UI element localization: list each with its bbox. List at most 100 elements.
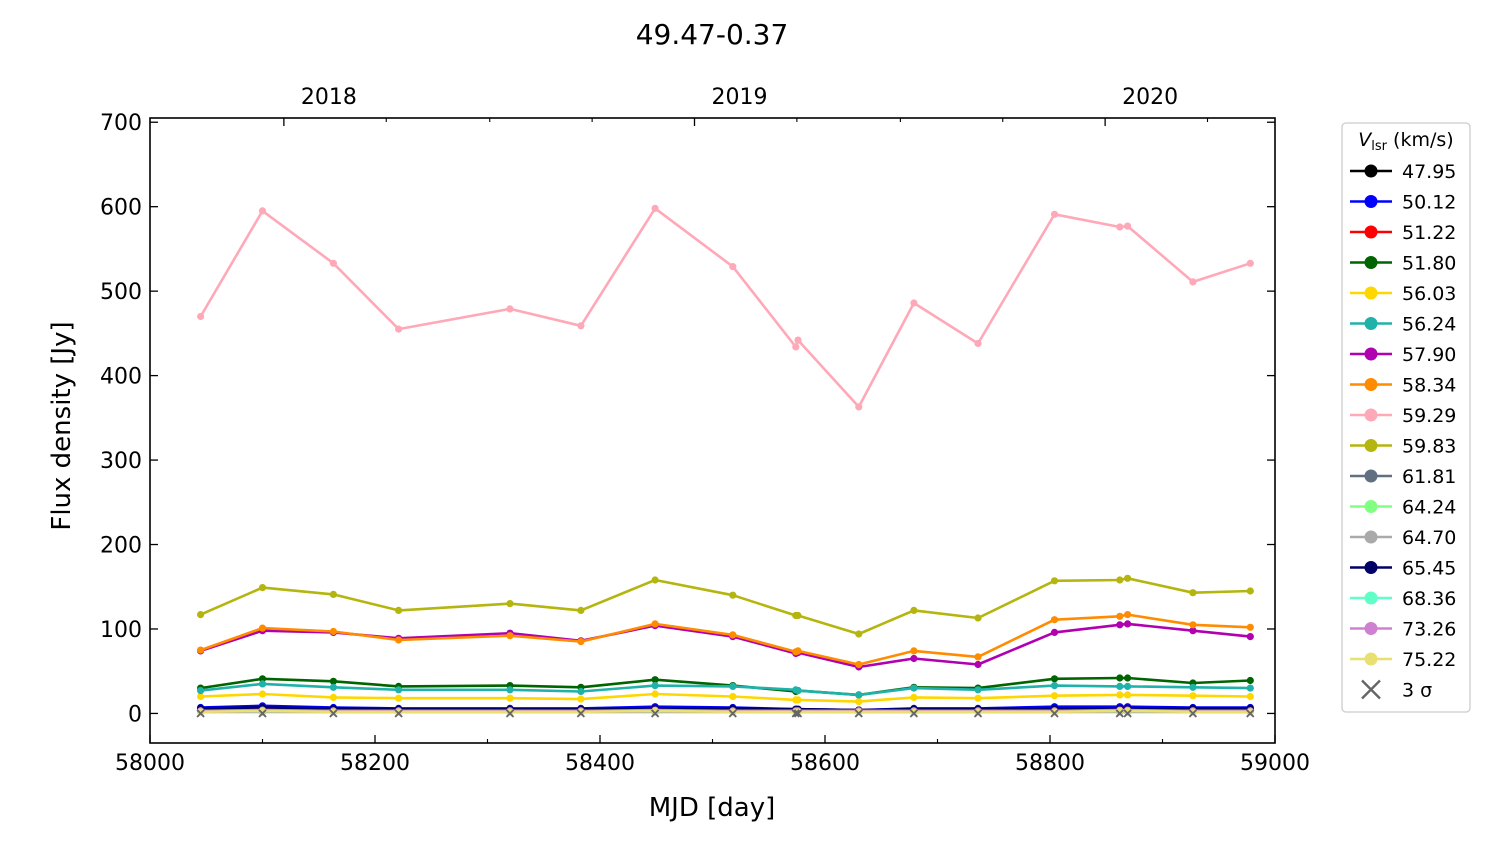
data-point [794, 696, 802, 704]
legend-label: 64.24 [1402, 497, 1456, 519]
legend-label: 64.70 [1402, 527, 1456, 549]
data-point [1050, 210, 1059, 218]
series-56-24 [197, 680, 1254, 699]
legend-marker [1364, 408, 1378, 422]
y-axis-label: Flux density [Jy] [47, 321, 77, 530]
data-point [1189, 278, 1197, 286]
sigma-marker [854, 709, 863, 718]
data-point [395, 694, 403, 702]
data-point [329, 259, 337, 267]
legend-label: 61.81 [1402, 466, 1456, 488]
data-point [794, 687, 802, 695]
top-year-label: 2020 [1122, 85, 1178, 110]
data-point [1246, 676, 1254, 685]
data-point [910, 299, 918, 307]
series-line [199, 207, 1251, 409]
y-tick-label: 400 [100, 365, 142, 390]
data-point [1246, 623, 1254, 631]
data-point [258, 207, 267, 215]
legend-label: 68.36 [1402, 588, 1456, 610]
data-point [1050, 708, 1059, 716]
legend-label: 75.22 [1402, 649, 1456, 671]
data-point [1050, 577, 1059, 585]
series-3-sigma [196, 709, 1255, 718]
y-tick-label: 200 [100, 534, 142, 559]
data-point [258, 680, 267, 688]
data-point [1050, 616, 1059, 624]
series-line [200, 682, 1251, 697]
series-line [200, 576, 1251, 636]
data-point [855, 660, 863, 669]
legend-label: 51.80 [1402, 253, 1456, 275]
legend-label: 56.24 [1402, 314, 1456, 336]
sigma-marker [1115, 709, 1124, 718]
data-point [1189, 692, 1197, 700]
data-point [974, 614, 982, 622]
data-point [1116, 621, 1124, 629]
plot-frame [149, 117, 1276, 744]
axes-ticks: 58000 58200 58400 58600 58800 59000 0 100 200 300… [100, 85, 1310, 776]
legend-label: 51.22 [1402, 222, 1456, 244]
legend-marker [1364, 652, 1378, 666]
data-point [1124, 222, 1132, 230]
legend-marker [1364, 225, 1378, 239]
data-point [651, 576, 659, 584]
data-point [1246, 259, 1254, 267]
y-tick-label: 600 [100, 196, 142, 221]
data-point [729, 708, 737, 716]
legend-marker [1364, 317, 1378, 330]
legend-marker [1364, 622, 1378, 635]
data-point [1050, 692, 1059, 700]
top-year-label: 2019 [712, 85, 768, 110]
data-point [1116, 674, 1124, 682]
x-tick-label: 58200 [340, 751, 410, 776]
legend-marker [1364, 286, 1378, 300]
legend-marker [1364, 591, 1378, 605]
data-point [794, 336, 802, 344]
y-tick-label: 700 [100, 111, 142, 136]
series-56-03 [197, 690, 1254, 706]
data-point [258, 584, 267, 592]
data-point [506, 708, 514, 716]
legend-marker [1364, 347, 1378, 361]
sigma-marker [1123, 709, 1132, 718]
x-tick-label: 58000 [115, 751, 185, 776]
legend-marker [1364, 530, 1378, 544]
legend-label: 59.29 [1402, 405, 1456, 427]
data-point [855, 630, 863, 638]
data-point [1116, 223, 1124, 231]
legend-marker [1364, 256, 1378, 269]
data-point [258, 690, 267, 698]
data-point [1050, 628, 1059, 637]
data-point [329, 683, 337, 691]
x-tick-label: 58600 [790, 751, 860, 776]
data-point [329, 677, 337, 685]
data-point [974, 708, 982, 716]
data-point [395, 636, 403, 644]
data-point [197, 611, 205, 619]
data-point [729, 631, 737, 639]
data-point [910, 654, 918, 663]
sigma-marker [196, 709, 205, 718]
data-point [577, 687, 585, 696]
sigma-marker [505, 709, 515, 718]
x-tick-label: 59000 [1240, 751, 1310, 776]
data-point [792, 343, 800, 351]
sigma-marker [909, 709, 919, 718]
data-point [1116, 612, 1124, 620]
data-point [651, 676, 659, 684]
sigma-marker [1188, 709, 1198, 718]
sigma-marker [973, 709, 983, 718]
data-point [1189, 627, 1197, 635]
data-point [577, 322, 585, 330]
sigma-marker [728, 709, 737, 718]
data-point [729, 591, 737, 599]
data-point [329, 627, 337, 636]
legend-marker [1364, 439, 1378, 452]
data-point [794, 647, 802, 655]
series-58-34 [197, 611, 1254, 669]
series-line [200, 709, 1251, 714]
y-tick-label: 0 [128, 702, 142, 727]
data-point [1246, 684, 1254, 692]
data-point [506, 694, 514, 702]
